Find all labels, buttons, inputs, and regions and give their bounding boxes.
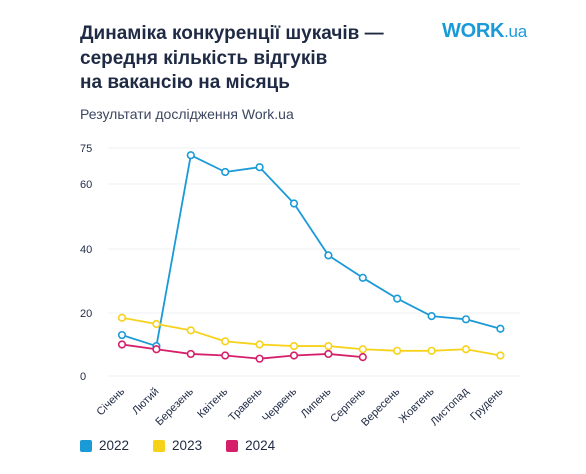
legend-label-2023: 2023 xyxy=(172,438,203,453)
series-line-2023 xyxy=(121,316,501,357)
y-tick-label: 40 xyxy=(80,244,92,256)
data-point-2022 xyxy=(221,167,230,177)
x-tick-label: Лютий xyxy=(130,386,162,418)
data-point-2023 xyxy=(117,313,127,322)
data-point-2024 xyxy=(255,354,264,363)
y-axis-ticks: 0 20 40 60 75 xyxy=(80,143,92,383)
y-tick-label: 75 xyxy=(80,143,92,155)
title-line-1: Динаміка конкуренції шукачів — xyxy=(80,23,384,44)
data-point-2022 xyxy=(255,163,264,172)
data-point-2023 xyxy=(152,319,161,329)
data-point-2022 xyxy=(496,324,505,333)
work-ua-logo[interactable]: WORK.ua xyxy=(442,20,527,43)
data-point-2023 xyxy=(358,345,367,354)
series-line-2022 xyxy=(121,154,501,347)
data-point-2022 xyxy=(186,151,195,160)
legend-label-2022: 2022 xyxy=(99,438,130,453)
data-point-2023 xyxy=(427,346,436,355)
x-tick-label: Червень xyxy=(260,385,299,424)
logo-suffix-text: .ua xyxy=(504,22,527,41)
title-line-3: на вакансію на місяць xyxy=(80,72,290,93)
legend-item-2022: 2022 xyxy=(80,438,129,453)
data-point-2022 xyxy=(393,294,402,303)
legend-item-2023: 2023 xyxy=(153,438,202,453)
data-point-2023 xyxy=(186,326,195,335)
series-line-2024 xyxy=(121,343,363,360)
y-tick-label: 20 xyxy=(80,308,92,320)
data-point-2023 xyxy=(221,337,230,346)
chart-legend: 2022 2023 2024 xyxy=(80,438,275,453)
data-point-2023 xyxy=(461,345,471,354)
data-point-2023 xyxy=(496,351,505,360)
data-point-2023 xyxy=(289,341,299,351)
x-tick-label: Липень xyxy=(299,385,334,420)
legend-swatch-2024 xyxy=(226,439,239,452)
legend-label-2024: 2024 xyxy=(245,438,276,453)
x-tick-label: Грудень xyxy=(468,385,506,423)
data-point-2022 xyxy=(117,330,127,340)
data-point-2024 xyxy=(117,340,127,349)
title-line-2: середня кількість відгуків xyxy=(80,47,328,69)
series-points xyxy=(117,151,505,363)
x-tick-label: Листопад xyxy=(428,385,471,428)
y-tick-label: 0 xyxy=(80,371,86,383)
data-point-2023 xyxy=(255,340,264,349)
x-tick-label: Травень xyxy=(227,385,265,423)
data-point-2022 xyxy=(289,199,299,208)
data-point-2024 xyxy=(289,351,299,360)
chart-subtitle: Результати дослідження Work.ua xyxy=(80,106,294,122)
data-point-2022 xyxy=(461,315,471,324)
data-point-2023 xyxy=(324,341,333,351)
data-point-2024 xyxy=(221,351,230,360)
data-point-2022 xyxy=(427,312,436,321)
legend-item-2024: 2024 xyxy=(226,438,275,453)
x-tick-label: Березень xyxy=(153,385,196,428)
y-tick-label: 60 xyxy=(80,179,92,191)
data-point-2024 xyxy=(152,345,161,354)
data-point-2023 xyxy=(393,346,402,355)
series-lines xyxy=(121,154,501,360)
x-tick-label: Січень xyxy=(95,385,128,418)
grid-lines xyxy=(108,147,520,377)
logo-main-text: WORK xyxy=(442,20,505,42)
data-point-2022 xyxy=(324,251,333,260)
legend-swatch-2023 xyxy=(153,439,166,452)
data-point-2024 xyxy=(324,349,333,359)
chart-title: Динаміка конкуренції шукачів — середня к… xyxy=(80,22,384,96)
data-point-2024 xyxy=(186,349,195,359)
data-point-2022 xyxy=(358,273,367,282)
legend-swatch-2022 xyxy=(80,439,92,452)
data-point-2024 xyxy=(358,353,367,362)
